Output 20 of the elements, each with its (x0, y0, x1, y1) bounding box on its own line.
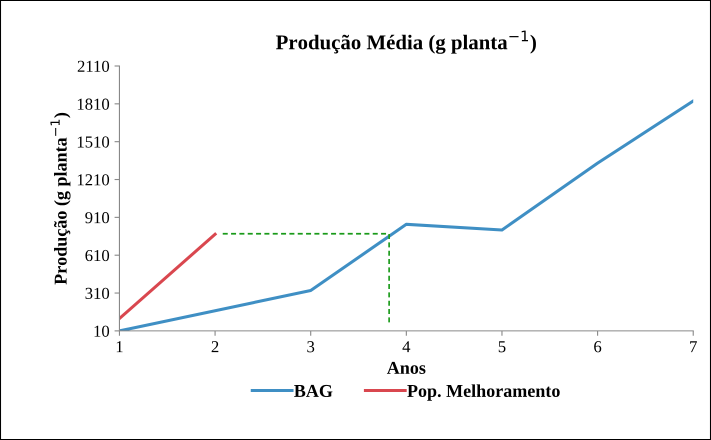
x-tick-label: 2 (212, 341, 218, 352)
x-tick-label: 6 (594, 341, 602, 352)
x-tick-label: 3 (307, 341, 314, 352)
y-tick-label: 2110 (78, 60, 110, 72)
legend-label: BAG (294, 384, 332, 398)
x-tick-label: 7 (690, 341, 697, 352)
y-tick-label: 1810 (78, 98, 110, 110)
x-tick-label: 5 (498, 341, 506, 352)
y-axis-title: Produção (g planta$^{−1}$) (50, 112, 71, 285)
x-tick-label: 1 (116, 341, 123, 352)
y-tick-label: 610 (85, 250, 110, 262)
y-tick-label: 910 (85, 212, 110, 224)
x-tick-label: 4 (402, 341, 410, 352)
chart-title: Produção Média (g planta$^{−1}$) (276, 30, 536, 54)
y-tick-label: 10 (94, 326, 110, 337)
y-tick-label: 1510 (78, 136, 110, 148)
legend-label: Pop. Melhoramento (407, 384, 560, 401)
y-tick-label: 1210 (78, 174, 110, 186)
x-axis-title: Anos (386, 362, 426, 374)
y-tick-label: 310 (86, 288, 110, 299)
